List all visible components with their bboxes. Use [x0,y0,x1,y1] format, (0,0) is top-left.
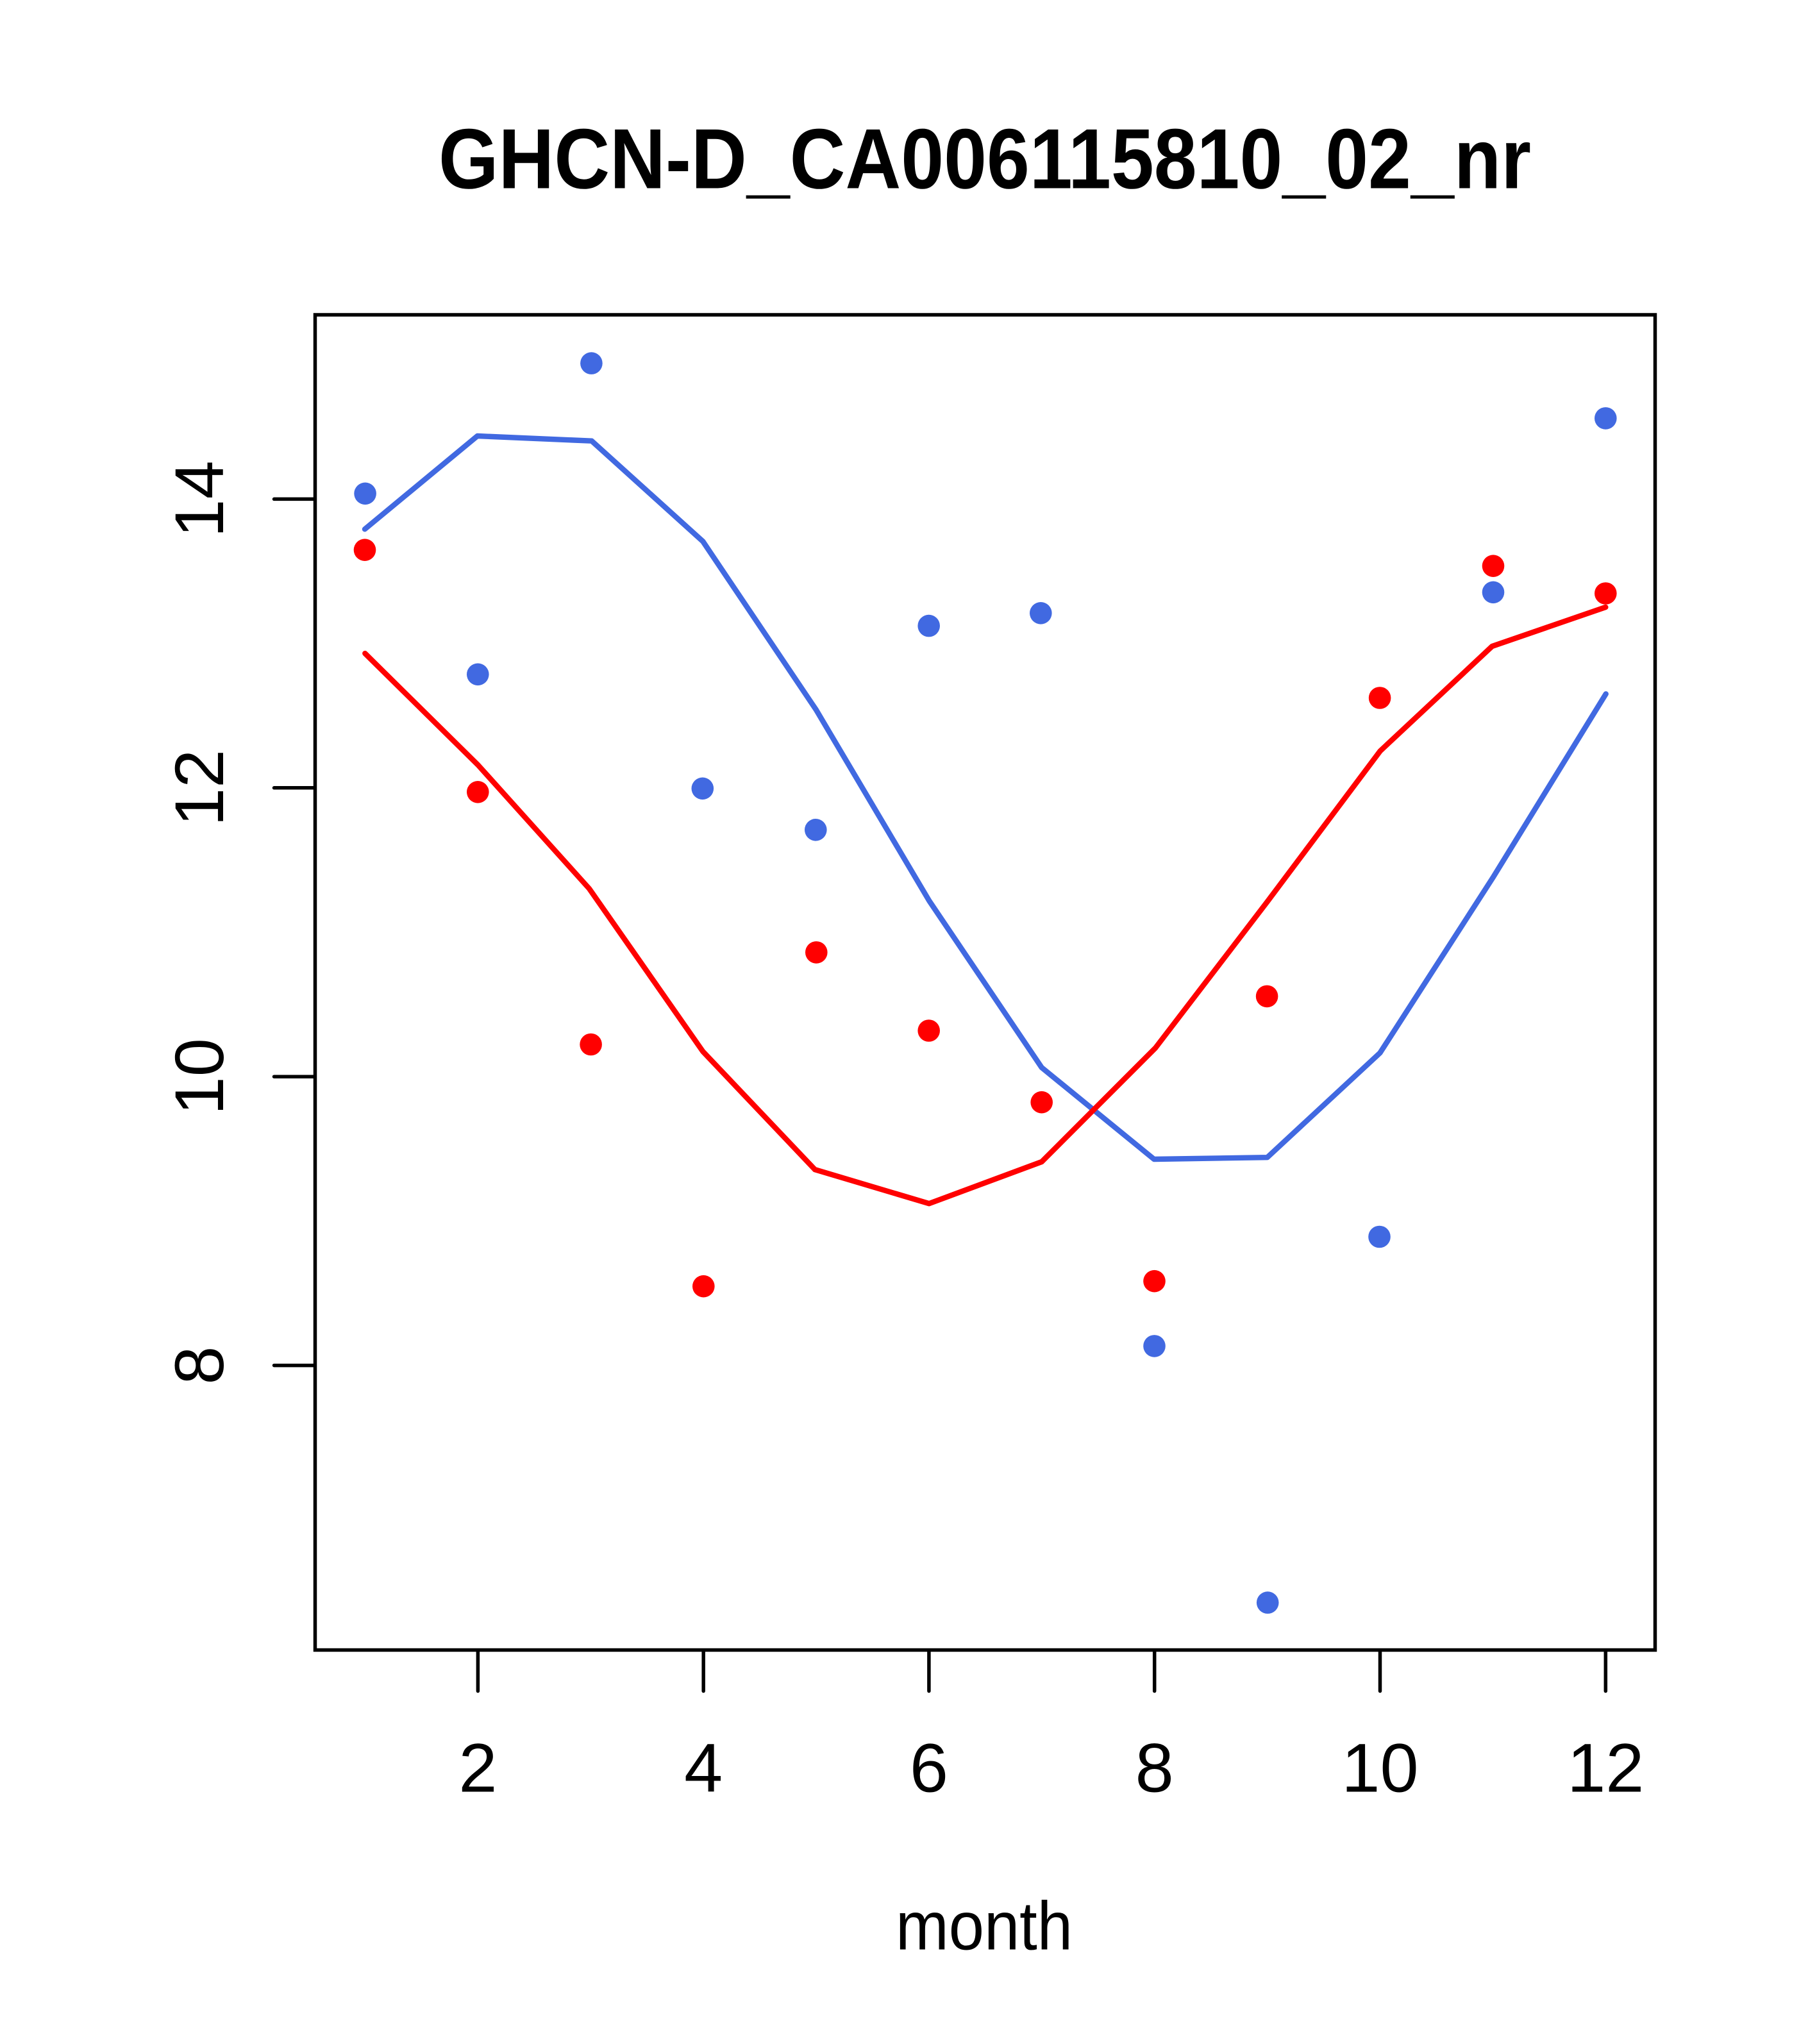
svg-text:month: month [896,1888,1073,1964]
svg-text:8: 8 [160,1346,238,1385]
svg-text:8: 8 [1135,1729,1174,1807]
svg-text:6: 6 [910,1729,948,1807]
svg-text:4: 4 [684,1729,723,1807]
svg-text:12: 12 [160,750,238,826]
svg-text:GHCN-D_CA006115810_02_nr: GHCN-D_CA006115810_02_nr [439,112,1531,207]
svg-text:12: 12 [1567,1729,1644,1807]
svg-text:10: 10 [160,1038,238,1115]
svg-text:2: 2 [458,1729,497,1807]
svg-text:14: 14 [160,460,238,537]
svg-text:10: 10 [1341,1729,1418,1807]
